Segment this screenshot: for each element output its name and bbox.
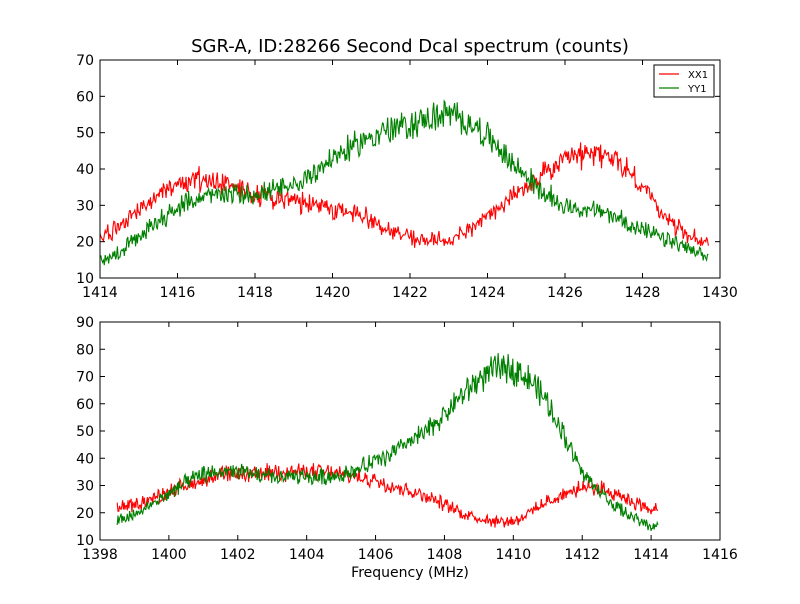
- x-tick-label: 1422: [392, 285, 428, 301]
- x-tick-label: 1416: [160, 285, 196, 301]
- chart-title: SGR-A, ID:28266 Second Dcal spectrum (co…: [191, 36, 629, 57]
- x-axis-label: Frequency (MHz): [351, 565, 469, 581]
- y-tick-label: 30: [76, 198, 94, 214]
- legend-box: [653, 64, 715, 98]
- y-tick-label: 80: [76, 342, 94, 358]
- x-tick-label: 1416: [702, 547, 738, 563]
- yy1-series-line: [100, 99, 709, 266]
- top-panel: 1414 1416 1418 1420 1422 1424 1426 1428 1430 10 20…: [76, 53, 738, 301]
- y-tick-label: 70: [76, 53, 94, 69]
- y-tick-label: 40: [76, 451, 94, 467]
- x-tick-label: 1400: [151, 547, 187, 563]
- y-tick-label: 50: [76, 424, 94, 440]
- x-tick-label: 1428: [625, 285, 661, 301]
- plot-area: [100, 99, 709, 266]
- legend-label: YY1: [687, 84, 707, 95]
- x-tick-label: 1414: [82, 285, 118, 301]
- x-tick-label: 1412: [564, 547, 600, 563]
- x-tick-label: 1398: [82, 547, 118, 563]
- y-tick-label: 40: [76, 162, 94, 178]
- y-tick-label: 50: [76, 126, 94, 142]
- y-tick-label: 60: [76, 89, 94, 105]
- green-series-line: [116, 353, 659, 531]
- bottom-panel: 1398 1400 1402 1404 1406 1408 1410 1412 1414 1416…: [76, 315, 738, 581]
- x-tick-label: 1414: [633, 547, 669, 563]
- y-tick-label: 20: [76, 506, 94, 522]
- y-tick-label: 70: [76, 370, 94, 386]
- y-tick-label: 30: [76, 479, 94, 495]
- x-tick-label: 1418: [237, 285, 273, 301]
- y-tick-label: 20: [76, 235, 94, 251]
- x-tick-label: 1420: [315, 285, 351, 301]
- x-tick-label: 1408: [427, 547, 463, 563]
- x-tick-label: 1404: [289, 547, 325, 563]
- y-tick-label: 10: [76, 271, 94, 287]
- y-tick-label: 60: [76, 397, 94, 413]
- x-tick-label: 1426: [547, 285, 583, 301]
- x-tick-label: 1410: [496, 547, 532, 563]
- x-tick-label: 1430: [702, 285, 738, 301]
- y-tick-label: 90: [76, 315, 94, 331]
- x-tick-label: 1402: [220, 547, 256, 563]
- y-tick-label: 10: [76, 533, 94, 549]
- x-tick-label: 1424: [470, 285, 506, 301]
- legend-label: XX1: [688, 70, 708, 81]
- red-series-line: [116, 463, 659, 528]
- plot-area: [116, 353, 659, 531]
- xx1-series-line: [100, 142, 709, 248]
- x-tick-label: 1406: [358, 547, 394, 563]
